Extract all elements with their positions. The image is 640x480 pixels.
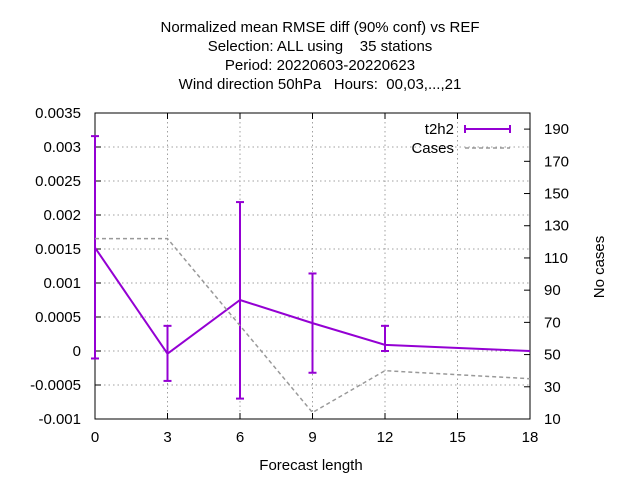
legend-label-cases: Cases (411, 140, 454, 157)
y-tick-label: 0.001 (43, 275, 81, 292)
y-tick-label: 0.0015 (35, 241, 81, 258)
series-line-t2h2 (94, 247, 531, 356)
y-tick-label: -0.001 (38, 411, 81, 428)
x-tick-label: 0 (91, 429, 99, 446)
x-tick-label: 3 (163, 429, 171, 446)
y-tick-label: 0.002 (43, 207, 81, 224)
y-tick-label: 0.0035 (35, 105, 81, 122)
legend: t2h2 Cases (411, 121, 511, 157)
y2-tick-label: 30 (544, 379, 561, 396)
x-tick-label: 15 (449, 429, 466, 446)
chart-title-line-3: Period: 20220603-20220623 (224, 57, 416, 74)
x-tick-label: 12 (377, 429, 394, 446)
y2-tick-label: 50 (544, 347, 561, 364)
y2-tick-label: 190 (544, 121, 569, 138)
y2-tick-label: 90 (544, 282, 561, 299)
chart-title-line-1: Normalized mean RMSE diff (90% conf) vs … (160, 19, 480, 36)
y-tick-label: 0.0025 (35, 173, 81, 190)
x-tick-label: 18 (522, 429, 539, 446)
x-tick-label: 9 (308, 429, 316, 446)
chart-title-line-2: Selection: ALL using 35 stations (207, 38, 433, 55)
x-axis-label: Forecast length (259, 457, 362, 474)
y-tick-label: 0 (73, 343, 81, 360)
x-tick-label: 6 (236, 429, 244, 446)
y-tick-label: 0.0005 (35, 309, 81, 326)
series-layer (91, 135, 531, 414)
y2-tick-label: 150 (544, 186, 569, 203)
y2-tick-label: 110 (544, 250, 568, 267)
y-tick-label: -0.0005 (30, 377, 81, 394)
y-tick-label: 0.003 (43, 139, 81, 156)
legend-label-t2h2: t2h2 (425, 121, 454, 138)
axes: 0 3 6 9 12 15 18 -0.001 -0.0005 0 0.0005 0.001 0.001… (30, 105, 569, 446)
y2-tick-label: 170 (544, 153, 569, 170)
chart-title-line-4: Wind direction 50hPa Hours: 00,03,...,21 (178, 76, 462, 93)
y2-tick-label: 130 (544, 218, 569, 235)
y2-tick-label: 10 (544, 411, 561, 428)
y2-axis-label: No cases (591, 236, 608, 299)
y2-tick-label: 70 (544, 314, 561, 331)
